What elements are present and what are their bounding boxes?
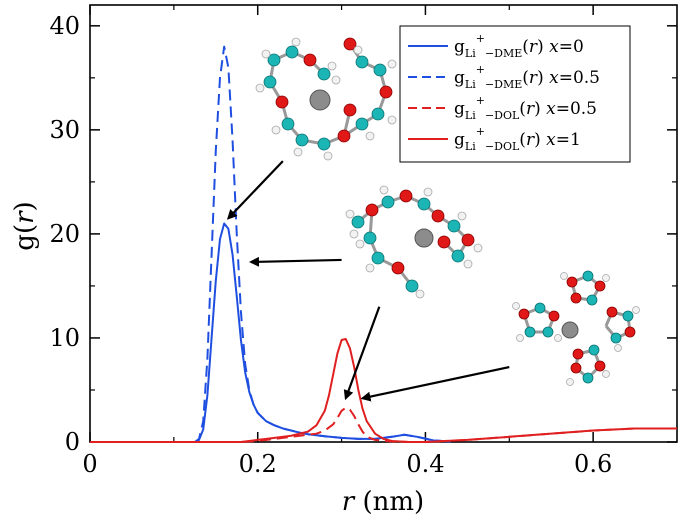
x-tick-label: 0.2 bbox=[239, 450, 277, 478]
series-line-1 bbox=[194, 222, 451, 443]
molecule-cluster-dme bbox=[255, 37, 397, 161]
x-axis-label-unit: (nm) bbox=[354, 487, 424, 517]
y-axis-label-var: r bbox=[10, 210, 40, 224]
series-line-4 bbox=[90, 337, 677, 443]
plot-frame bbox=[89, 4, 678, 443]
molecule-cluster-mixed bbox=[345, 185, 483, 299]
x-tick-label: 0 bbox=[82, 450, 97, 478]
y-tick-label: 40 bbox=[49, 12, 80, 40]
y-axis-label-main: g( bbox=[10, 224, 40, 251]
legend-label-2: gLi+−DME(r) x=0.5 bbox=[454, 63, 600, 91]
legend-label-1: gLi+−DME(r) x=0 bbox=[454, 32, 584, 60]
y-axis-label: g(r) bbox=[10, 201, 40, 250]
y-tick-label: 10 bbox=[49, 324, 80, 352]
y-axis-label-end: ) bbox=[10, 201, 40, 211]
legend-label-4: gLi+−DOL(r) x=1 bbox=[454, 125, 581, 153]
y-tick-label: 20 bbox=[49, 220, 80, 248]
x-tick-label: 0.4 bbox=[406, 450, 444, 478]
x-axis-label-var: r bbox=[342, 487, 356, 517]
arrow-dme-x05 bbox=[226, 160, 284, 220]
legend: gLi+−DME(r) x=0 gLi+−DME(r) x=0.5 gLi+−DOL… bbox=[399, 25, 631, 163]
x-tick-label: 0.6 bbox=[574, 450, 612, 478]
molecule-cluster-dol bbox=[512, 270, 640, 386]
legend-label-3: gLi+−DOL(r) x=0.5 bbox=[454, 94, 597, 122]
y-tick-label: 0 bbox=[65, 428, 80, 456]
arrow-dol-x1 bbox=[360, 366, 510, 402]
arrow-dme-x0 bbox=[249, 256, 342, 267]
x-axis-label: r (nm) bbox=[342, 487, 424, 517]
arrow-dol-x05 bbox=[343, 306, 381, 401]
y-tick-label: 30 bbox=[49, 116, 80, 144]
